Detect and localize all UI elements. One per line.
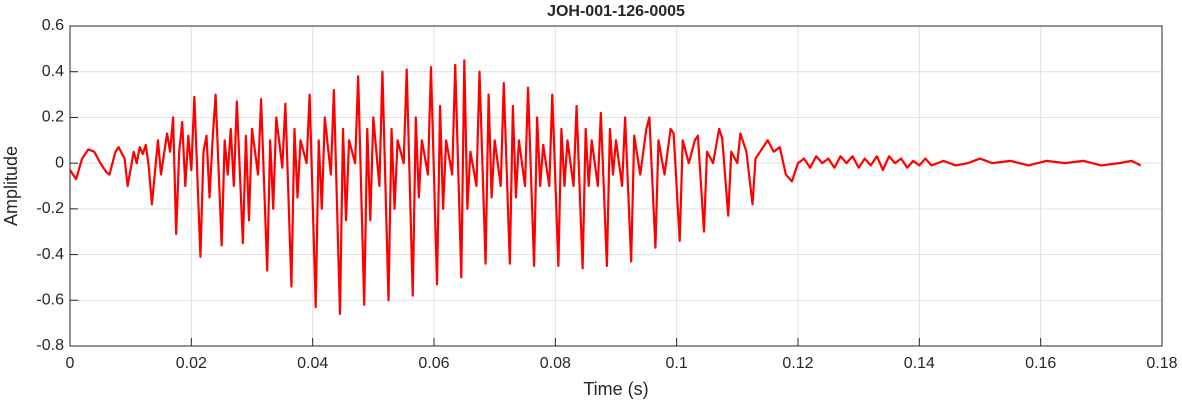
y-tick-label: 0: [55, 154, 64, 171]
y-tick-label: 0.4: [42, 63, 64, 80]
x-tick-label: 0.12: [782, 355, 813, 372]
y-tick-label: -0.6: [36, 292, 64, 309]
y-tick-label: -0.4: [36, 246, 64, 263]
x-tick-label: 0.06: [418, 355, 449, 372]
x-tick-label: 0.1: [666, 355, 688, 372]
chart-title: JOH-001-126-0005: [547, 3, 685, 20]
x-tick-label: 0.02: [176, 355, 207, 372]
y-tick-label: -0.8: [36, 337, 64, 354]
axes-box: [69, 25, 1163, 347]
y-tick-label: 0.2: [42, 109, 64, 126]
y-axis-label: Amplitude: [1, 146, 21, 226]
x-tick-label: 0.14: [904, 355, 935, 372]
x-tick-label: 0.16: [1025, 355, 1056, 372]
x-tick-label: 0: [66, 355, 75, 372]
data-line: [69, 59, 1142, 316]
x-tick-label: 0.08: [540, 355, 571, 372]
x-axis-label: Time (s): [583, 379, 648, 399]
x-tick-label: 0.04: [297, 355, 328, 372]
y-tick-label: -0.2: [36, 200, 64, 217]
y-tick-label: 0.6: [42, 17, 64, 34]
x-tick-label: 0.18: [1146, 355, 1177, 372]
